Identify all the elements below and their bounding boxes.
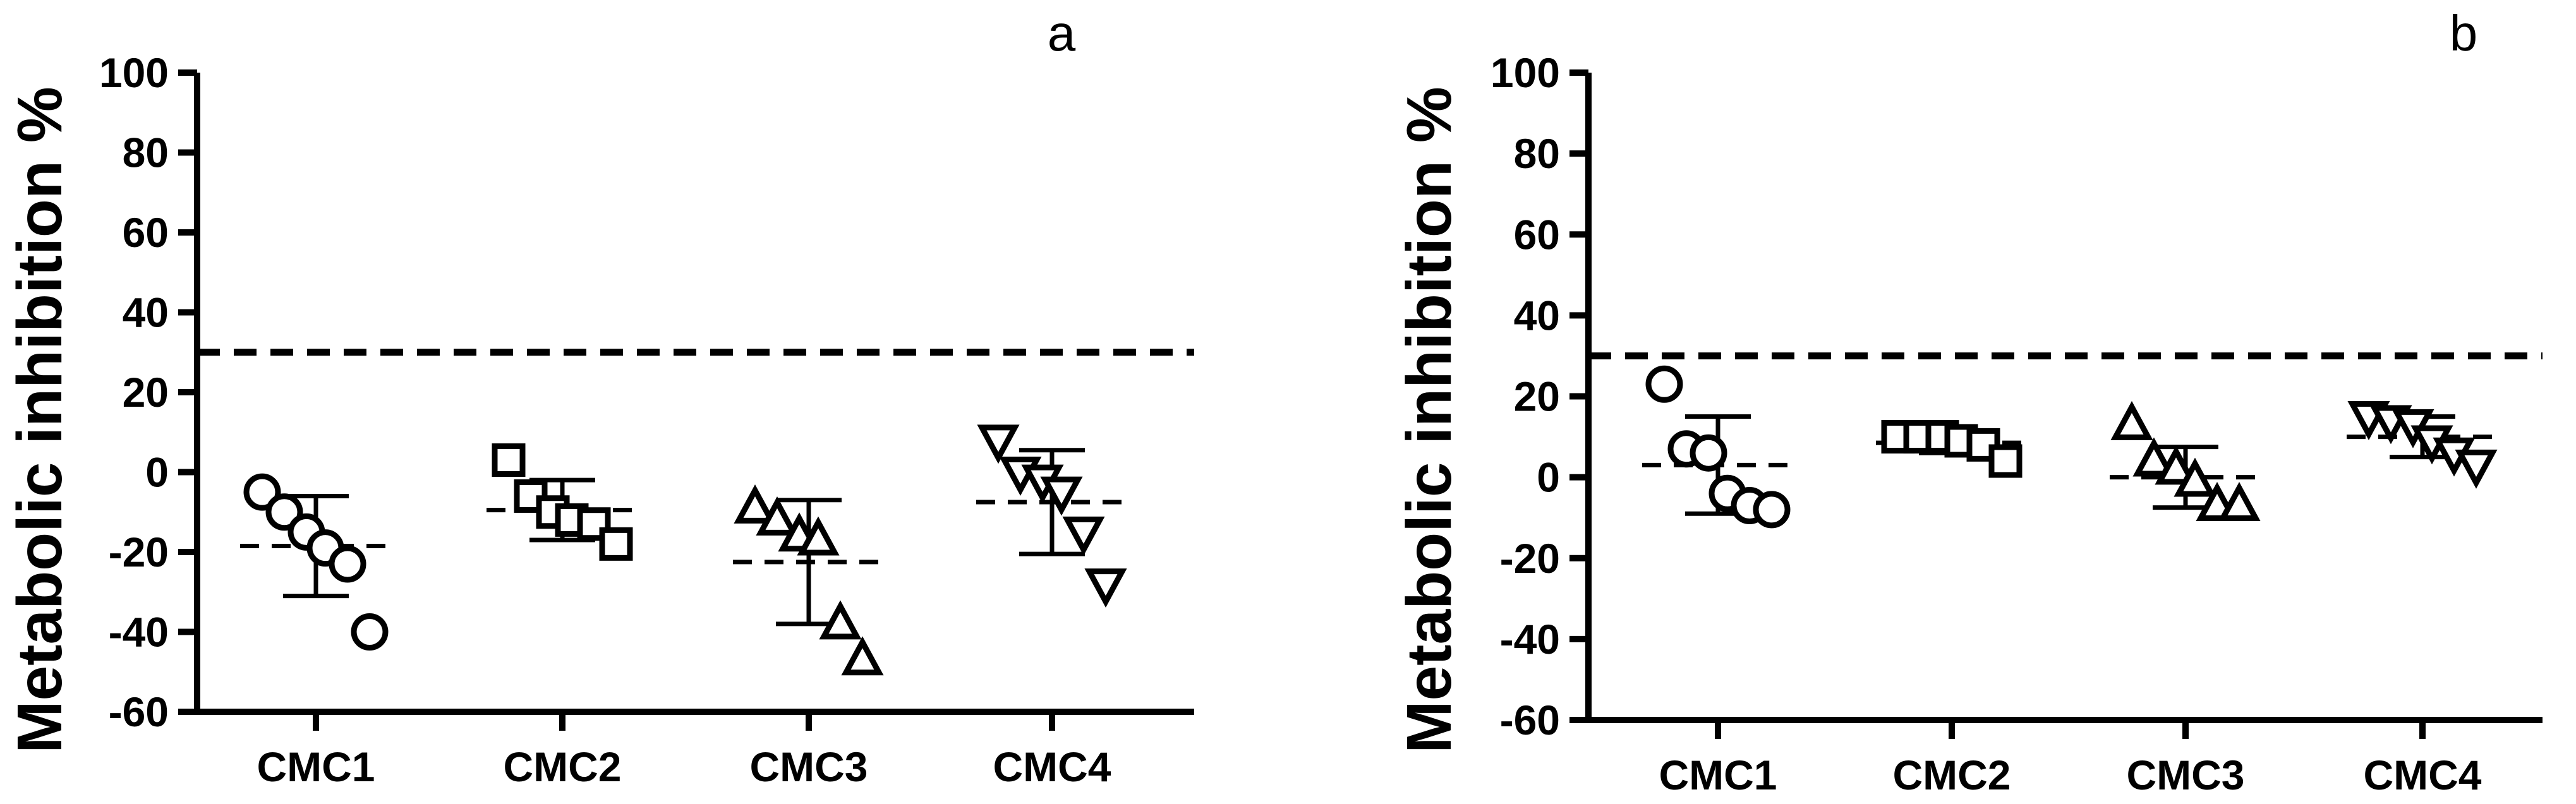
x-tick-label: CMC1 bbox=[1659, 752, 1777, 798]
y-tick-label: 40 bbox=[1514, 292, 1560, 339]
data-point-circle bbox=[354, 616, 385, 648]
y-tick-label: 40 bbox=[123, 289, 169, 336]
data-point-square bbox=[495, 447, 523, 474]
data-point-triangle-down bbox=[1067, 519, 1100, 549]
y-axis-title: Metabolic inhibition % bbox=[1394, 87, 1465, 753]
data-point-triangle-up bbox=[2115, 407, 2148, 437]
x-tick-label: CMC4 bbox=[2363, 752, 2481, 798]
data-point-square bbox=[602, 530, 630, 558]
data-point-triangle-down bbox=[2460, 452, 2493, 483]
y-tick-label: -40 bbox=[1500, 616, 1560, 663]
x-tick-label: CMC2 bbox=[1892, 752, 2011, 798]
panel-label: a bbox=[1048, 5, 1076, 61]
y-tick-label: -60 bbox=[109, 688, 169, 735]
plot-area: 100 80 60 40 20 0 -20 -40 -60 CMC1 CMC2 CMC3 CMC4 bbox=[99, 49, 1194, 790]
y-tick-label: 60 bbox=[123, 209, 169, 256]
x-tick-label: CMC4 bbox=[993, 743, 1111, 790]
y-tick-label: -60 bbox=[1500, 697, 1560, 743]
data-point-triangle-up bbox=[824, 606, 857, 637]
x-tick-label: CMC3 bbox=[749, 743, 868, 790]
plot-area: 100 80 60 40 20 0 -20 -40 -60 CMC1 CMC2 CMC3 CMC4 bbox=[1491, 49, 2543, 798]
y-tick-label: -40 bbox=[109, 609, 169, 656]
x-tick-label: CMC1 bbox=[257, 743, 375, 790]
y-tick-label: 0 bbox=[145, 449, 169, 496]
x-tick-label: CMC3 bbox=[2126, 752, 2244, 798]
y-tick-label: 80 bbox=[1514, 130, 1560, 177]
data-point-circle bbox=[1756, 494, 1787, 525]
y-tick-label: 100 bbox=[1491, 49, 1560, 96]
chart-panel-a: Metabolic inhibition % a 100 80 60 40 20 0 -20… bbox=[0, 0, 1288, 804]
data-point-triangle-up bbox=[846, 642, 879, 673]
data-point-circle bbox=[332, 548, 363, 580]
y-tick-label: 20 bbox=[123, 369, 169, 416]
data-point-triangle-down bbox=[982, 428, 1015, 458]
y-tick-label: -20 bbox=[1500, 535, 1560, 582]
chart-panel-b: Metabolic inhibition % b 100 80 60 40 20 0 -20… bbox=[1288, 0, 2576, 804]
panel-label: b bbox=[2450, 5, 2478, 61]
y-tick-label: -20 bbox=[109, 529, 169, 575]
y-axis-title: Metabolic inhibition % bbox=[4, 87, 75, 753]
data-point-circle bbox=[1648, 368, 1680, 400]
data-point-circle bbox=[1693, 437, 1724, 469]
y-tick-label: 0 bbox=[1537, 454, 1560, 501]
y-tick-label: 20 bbox=[1514, 373, 1560, 420]
y-tick-label: 80 bbox=[123, 129, 169, 176]
data-point-triangle-down bbox=[1089, 572, 1122, 602]
y-tick-label: 60 bbox=[1514, 211, 1560, 258]
y-tick-label: 100 bbox=[99, 49, 169, 96]
data-point-square bbox=[1992, 447, 2019, 475]
x-tick-label: CMC2 bbox=[503, 743, 621, 790]
